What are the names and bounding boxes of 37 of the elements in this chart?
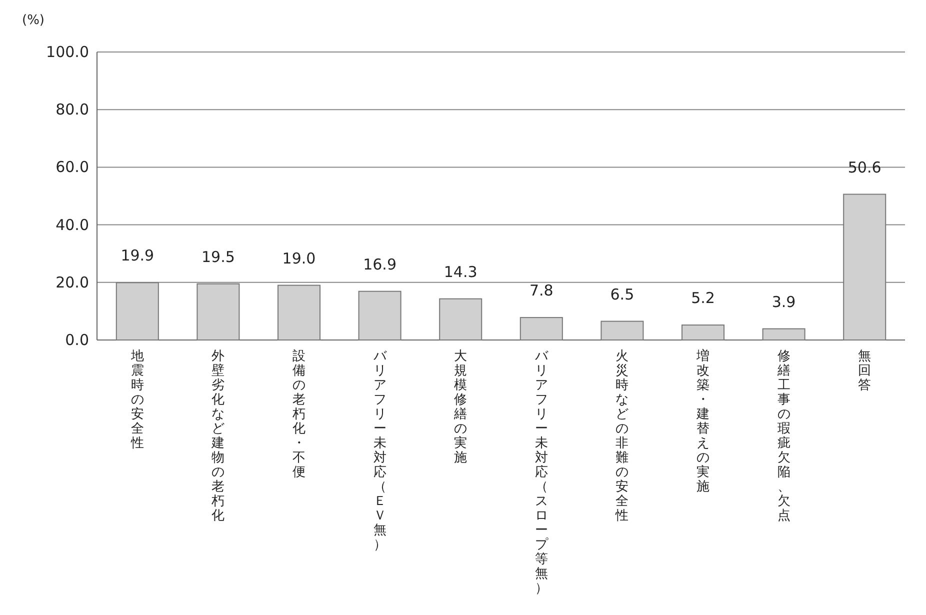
data-label: 16.9: [363, 255, 397, 274]
data-label: 14.3: [444, 262, 478, 281]
bar: [358, 290, 402, 340]
bar: [277, 284, 321, 340]
y-tick-label: 20.0: [56, 273, 89, 292]
y-tick-label: 40.0: [56, 216, 89, 234]
bar: [520, 317, 563, 340]
category-label: 増改築・建替えの実施: [696, 349, 710, 494]
data-label: 3.9: [772, 292, 796, 311]
x-tick-label: 大規模修繕の実施: [453, 349, 468, 466]
category-label: 修繕工事の瑕疵欠陥、欠点: [777, 349, 790, 524]
data-label: 19.0: [282, 249, 316, 268]
data-label: 19.5: [201, 248, 235, 266]
y-tick-label: 0.0: [65, 331, 89, 349]
y-tick-label: 100.0: [46, 43, 89, 61]
y-tick-label: 60.0: [56, 158, 89, 176]
data-label: 50.6: [848, 158, 882, 176]
bar: [762, 328, 806, 340]
data-label: 5.2: [691, 289, 715, 308]
bar: [116, 282, 159, 340]
category-label: 火災時などの非難の安全性: [616, 349, 629, 524]
category-label: バリアフリー未対応（ＥＶ無）: [373, 349, 386, 552]
category-label: 設備の老朽化・不便: [292, 349, 306, 480]
x-tick-label: 地震時の安全性: [130, 349, 144, 451]
bar: [681, 324, 725, 340]
data-label: 7.8: [529, 282, 554, 300]
bar: [196, 283, 240, 340]
x-tick-label: 無回答: [858, 349, 872, 393]
bar: [439, 298, 482, 340]
category-label: バリアフリー未対応（スロープ等無）: [534, 349, 548, 596]
bar: [843, 194, 886, 340]
data-label: 19.9: [120, 246, 154, 265]
data-label: 6.5: [610, 285, 634, 304]
y-tick-label: 80.0: [56, 100, 89, 119]
y-axis-title: (%): [22, 13, 44, 28]
category-label: 外壁劣化など建物の老朽化: [212, 349, 225, 524]
bar: [600, 320, 644, 340]
